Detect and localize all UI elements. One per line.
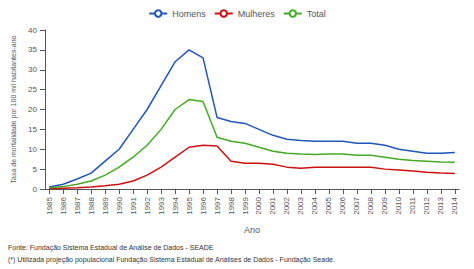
svg-text:1996: 1996 (199, 196, 208, 214)
svg-text:Fonte: Fundação Sistema Estadu: Fonte: Fundação Sistema Estadual de Anál… (8, 244, 214, 252)
svg-text:2001: 2001 (268, 196, 277, 214)
svg-text:40: 40 (28, 26, 37, 35)
svg-text:2008: 2008 (366, 196, 375, 214)
svg-text:0: 0 (33, 185, 38, 194)
svg-text:2013: 2013 (436, 196, 445, 214)
svg-text:2005: 2005 (324, 196, 333, 214)
svg-text:35: 35 (28, 45, 37, 54)
svg-text:30: 30 (28, 65, 37, 74)
svg-text:1989: 1989 (101, 196, 110, 214)
svg-text:1990: 1990 (115, 196, 124, 214)
svg-text:1991: 1991 (129, 196, 138, 214)
svg-text:2014: 2014 (450, 196, 459, 214)
svg-text:2007: 2007 (352, 196, 361, 214)
svg-text:1999: 1999 (241, 196, 250, 214)
svg-text:2010: 2010 (394, 196, 403, 214)
svg-text:1998: 1998 (227, 196, 236, 214)
svg-text:(*) Utilizada projeção populac: (*) Utilizada projeção populacional Fund… (8, 256, 335, 264)
svg-text:1993: 1993 (157, 196, 166, 214)
svg-text:1997: 1997 (213, 196, 222, 214)
svg-text:15: 15 (28, 125, 37, 134)
svg-text:2012: 2012 (422, 196, 431, 214)
svg-text:1986: 1986 (59, 196, 68, 214)
svg-text:2004: 2004 (310, 196, 319, 214)
svg-text:1995: 1995 (185, 196, 194, 214)
svg-text:Homens: Homens (172, 9, 206, 19)
svg-text:Taxa de mortalidade por 100 mi: Taxa de mortalidade por 100 mil habitant… (10, 35, 18, 183)
svg-text:1994: 1994 (171, 196, 180, 214)
svg-text:2003: 2003 (296, 196, 305, 214)
svg-text:2000: 2000 (254, 196, 263, 214)
svg-text:2011: 2011 (408, 196, 417, 214)
svg-text:1988: 1988 (87, 196, 96, 214)
svg-text:5: 5 (33, 165, 38, 174)
svg-text:Ano: Ano (244, 225, 260, 235)
svg-text:Total: Total (307, 9, 326, 19)
svg-text:1985: 1985 (45, 196, 54, 214)
svg-text:10: 10 (28, 145, 37, 154)
svg-text:2009: 2009 (380, 196, 389, 214)
svg-text:2002: 2002 (282, 196, 291, 214)
svg-text:1992: 1992 (143, 196, 152, 214)
svg-text:1987: 1987 (73, 196, 82, 214)
svg-text:2006: 2006 (338, 196, 347, 214)
svg-text:Mulheres: Mulheres (238, 9, 276, 19)
svg-text:20: 20 (28, 105, 37, 114)
svg-text:25: 25 (28, 85, 37, 94)
